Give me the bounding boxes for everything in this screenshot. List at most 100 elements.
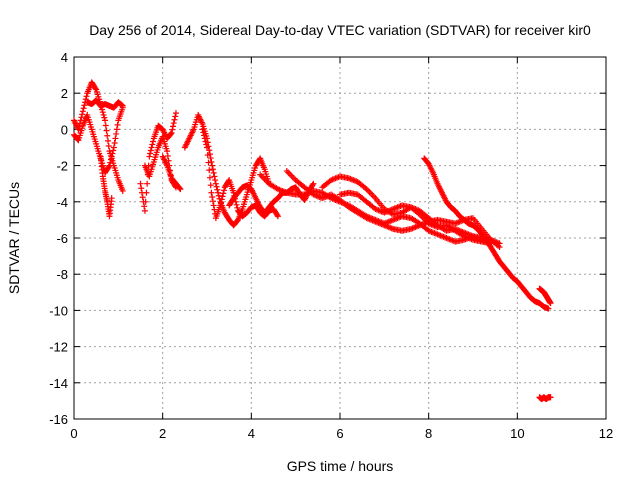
series-sat-c [84,97,126,111]
data-point [169,126,176,133]
data-point [105,142,112,149]
data-point [164,152,171,159]
data-point [112,135,119,142]
y-tick-label: -4 [56,195,68,210]
data-point [209,162,216,169]
data-point [199,126,206,133]
data-point [103,127,110,134]
y-tick-label: 2 [61,86,68,101]
data-point [101,114,108,121]
y-axis-label: SDTVAR / TECUs [6,182,22,294]
x-tick-label: 2 [159,426,166,441]
y-tick-label: -8 [56,267,68,282]
x-tick-label: 8 [425,426,432,441]
data-point [92,85,99,92]
data-point [547,394,554,401]
data-point [107,156,114,163]
data-point [168,130,175,137]
x-tick-label: 12 [599,426,613,441]
series-sat-h [181,111,273,229]
series-sat-g [159,153,184,193]
y-tick-label: -16 [49,412,68,427]
data-point [75,126,82,133]
data-point [148,144,155,151]
data-point [172,113,179,120]
series-sat-p [536,285,554,307]
data-point [209,198,216,205]
data-point [139,194,146,201]
data-point [78,114,85,121]
y-tick-label: -2 [56,159,68,174]
data-point [547,300,554,307]
y-tick-label: -6 [56,231,68,246]
data-point [204,144,210,151]
data-point [213,183,220,190]
data-point [201,132,208,139]
data-point [147,147,154,154]
data-point [233,201,240,208]
points-layer [71,79,554,403]
data-point [220,190,227,197]
data-point [208,158,215,165]
data-point [113,130,120,137]
data-point [102,117,109,124]
series-sat-n [337,189,494,247]
x-tick-label: 4 [248,426,255,441]
data-point [137,180,144,187]
data-point [79,111,86,118]
data-point [204,152,211,159]
data-point [209,166,216,173]
data-point [203,141,210,148]
data-point [176,185,183,192]
data-point [147,150,154,157]
data-point [205,159,212,166]
data-point [110,147,117,154]
data-point [81,102,88,109]
data-point [200,129,207,136]
data-point [208,189,215,196]
data-point [105,163,112,170]
data-point [108,153,115,160]
chart-title: Day 256 of 2014, Sidereal Day-to-day VTE… [89,22,591,38]
data-point [146,153,153,160]
y-tick-label: 0 [61,122,68,137]
data-point [79,108,86,115]
data-point [106,162,113,169]
data-point [310,180,317,187]
data-point [217,202,224,209]
x-tick-label: 10 [510,426,524,441]
y-tick-label: -12 [49,340,68,355]
series-sat-e [137,110,179,214]
data-point [218,196,225,203]
data-point [202,138,209,145]
data-point [215,192,222,199]
data-point [210,169,217,176]
data-point [170,120,177,127]
series-sat-i [199,126,281,222]
data-point [218,199,225,206]
data-point [110,144,117,151]
series-sat-d [97,153,115,220]
data-point [167,130,174,137]
x-axis-label: GPS time / hours [287,458,394,474]
data-point [274,212,281,219]
data-point [207,182,214,189]
data-point [138,185,145,192]
data-point [141,207,148,214]
grid-layer [74,57,606,419]
data-point [119,187,126,194]
data-point [102,122,109,129]
data-point [201,135,208,142]
data-point [219,193,226,200]
data-point [107,159,114,166]
data-point [171,116,178,123]
data-point [211,173,218,180]
series-sat-o [421,155,552,312]
data-point [209,193,216,200]
data-point [119,102,126,109]
data-point [119,102,126,109]
data-point [114,121,121,128]
data-point [111,139,118,146]
data-point [164,148,171,155]
series-sat-q [536,394,554,403]
